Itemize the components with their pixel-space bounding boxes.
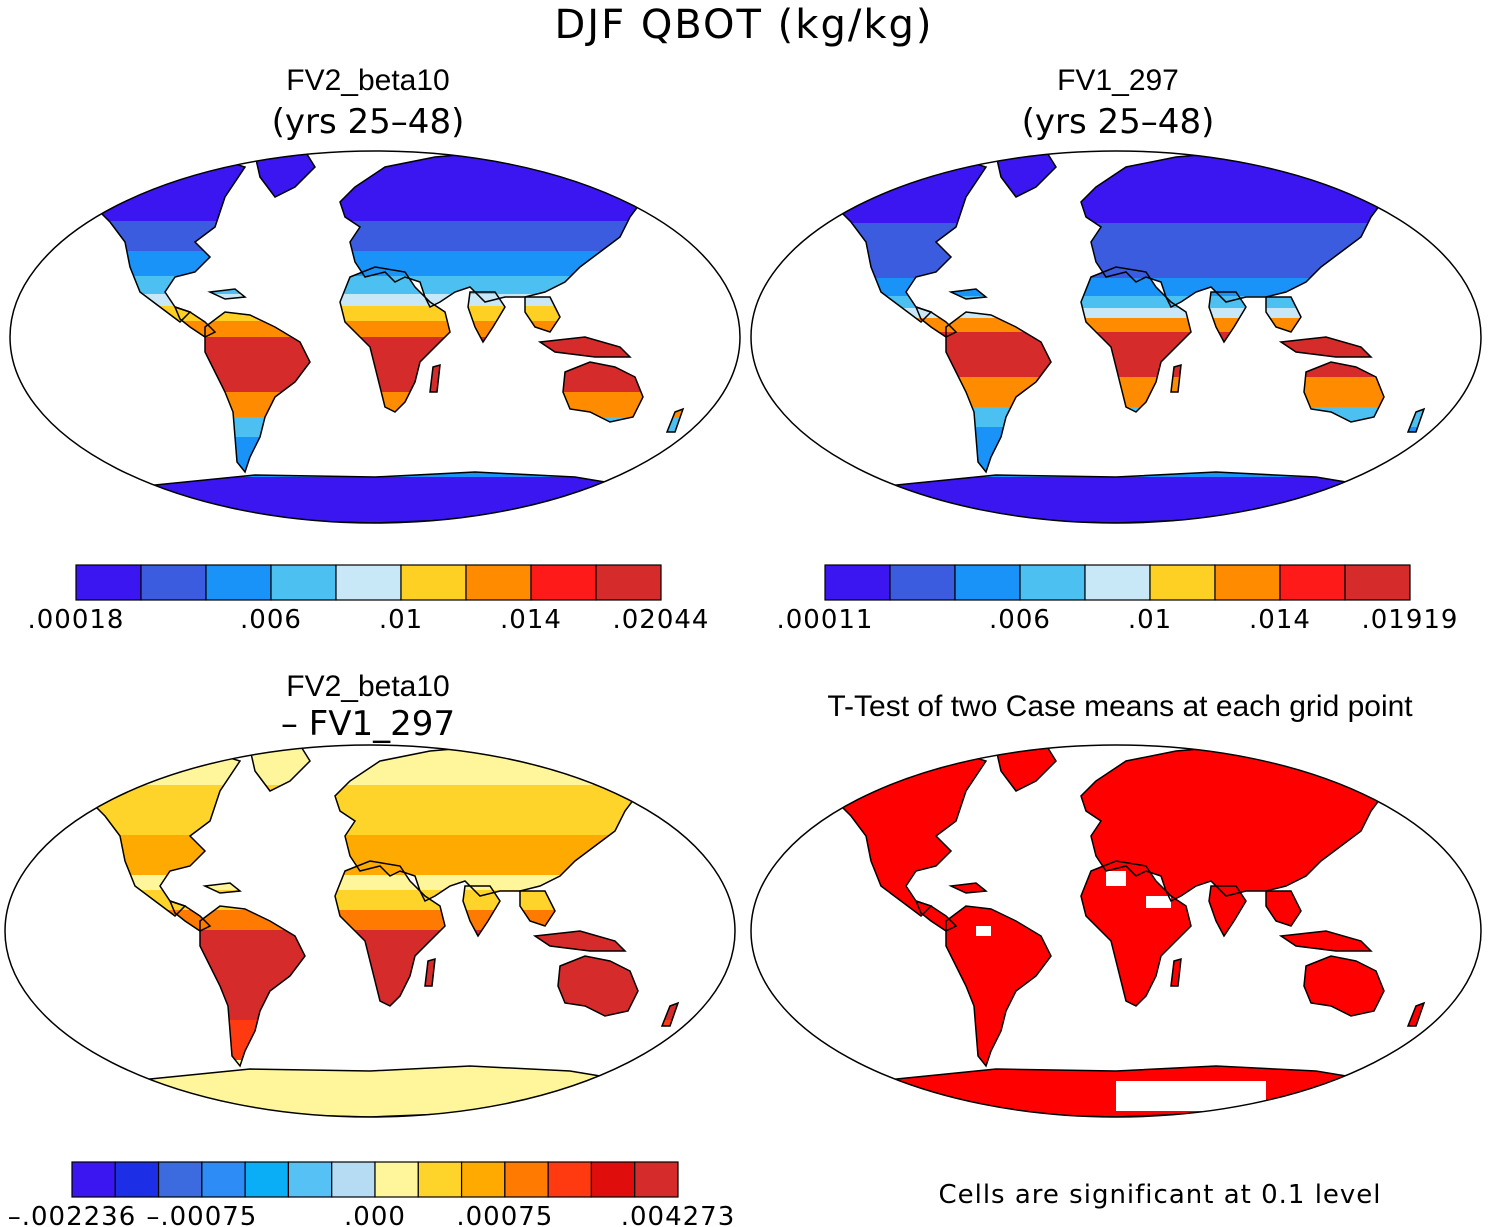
- colorbar-swatch: [114, 1161, 160, 1198]
- map-panel1: [9, 150, 741, 524]
- colorbar-swatch: [1149, 564, 1216, 601]
- panel2-subtitle: (yrs 25–48): [1021, 102, 1215, 142]
- colorbar-swatch: [75, 564, 142, 601]
- colorbar-swatch: [157, 1161, 203, 1198]
- colorbar-swatch: [417, 1161, 463, 1198]
- colorbar-swatch: [205, 564, 272, 601]
- colorbar-swatch: [504, 1161, 549, 1198]
- colorbar-swatch: [71, 1161, 116, 1198]
- colorbar-tick-label: .006: [989, 605, 1051, 635]
- colorbar-swatch: [465, 564, 532, 601]
- colorbar-tick-label: .004273: [621, 1202, 736, 1227]
- colorbar-tick-label: –.00075: [146, 1202, 257, 1227]
- colorbar-swatch: [595, 564, 662, 601]
- panel2-title: FV1_297: [1057, 64, 1179, 97]
- colorbar-tick-label: .000: [344, 1202, 406, 1227]
- colorbar-swatch: [374, 1161, 419, 1198]
- colorbar-tick-label: .01919: [1362, 605, 1459, 635]
- colorbar-tick-label: .01: [1128, 605, 1172, 635]
- colorbar-swatch: [530, 564, 597, 601]
- colorbar-swatch: [889, 564, 956, 601]
- colorbar-swatch: [460, 1161, 506, 1198]
- colorbar-tick-label: .014: [500, 605, 562, 635]
- colorbar-swatch: [1279, 564, 1346, 601]
- colorbar-swatch: [201, 1161, 246, 1198]
- colorbar-swatch: [824, 564, 891, 601]
- colorbar-swatch: [1214, 564, 1281, 601]
- significance-note: Cells are significant at 0.1 level: [938, 1180, 1382, 1210]
- map-panel3: [4, 744, 736, 1118]
- colorbar-swatch: [1344, 564, 1411, 601]
- panel1-title: FV2_beta10: [286, 64, 450, 97]
- colorbar-tick-label: –.002236: [8, 1202, 137, 1227]
- colorbar-swatch: [400, 564, 467, 601]
- colorbar-tick-label: .00011: [777, 605, 874, 635]
- colorbar-tick-label: .014: [1249, 605, 1311, 635]
- panel1-subtitle: (yrs 25–48): [271, 102, 465, 142]
- colorbar-swatch: [1084, 564, 1151, 601]
- colorbar-swatch: [1019, 564, 1086, 601]
- panel3-subtitle: – FV1_297: [280, 704, 456, 744]
- colorbar-swatch: [244, 1161, 290, 1198]
- colorbar-tick-label: .01: [379, 605, 423, 635]
- colorbar-swatch: [547, 1161, 593, 1198]
- figure-title: DJF QBOT (kg/kg): [554, 2, 934, 48]
- map-panel2: [750, 150, 1482, 524]
- colorbar-swatch: [270, 564, 337, 601]
- colorbar-panel2: .00011 .006 .01 .014 .01919: [777, 564, 1459, 635]
- map-panel4: [750, 744, 1482, 1118]
- map-border: [9, 150, 741, 524]
- colorbar-swatch: [140, 564, 207, 601]
- colorbar-swatch: [287, 1161, 333, 1198]
- panel3-title: FV2_beta10: [286, 670, 450, 703]
- colorbar-swatch: [335, 564, 402, 601]
- panel4-title: T-Test of two Case means at each grid po…: [827, 690, 1413, 723]
- colorbar-panel3: –.002236 –.00075 .000 .00075 .004273: [8, 1161, 736, 1227]
- colorbar-swatch: [331, 1161, 376, 1198]
- colorbar-swatch: [590, 1161, 636, 1198]
- colorbar-panel1: .00018 .006 .01 .014 .02044: [28, 564, 710, 635]
- colorbar-swatch: [954, 564, 1021, 601]
- colorbar-tick-label: .00018: [28, 605, 125, 635]
- colorbar-tick-label: .00075: [456, 1202, 553, 1227]
- colorbar-tick-label: .02044: [613, 605, 710, 635]
- colorbar-tick-label: .006: [240, 605, 302, 635]
- colorbar-swatch: [634, 1161, 679, 1198]
